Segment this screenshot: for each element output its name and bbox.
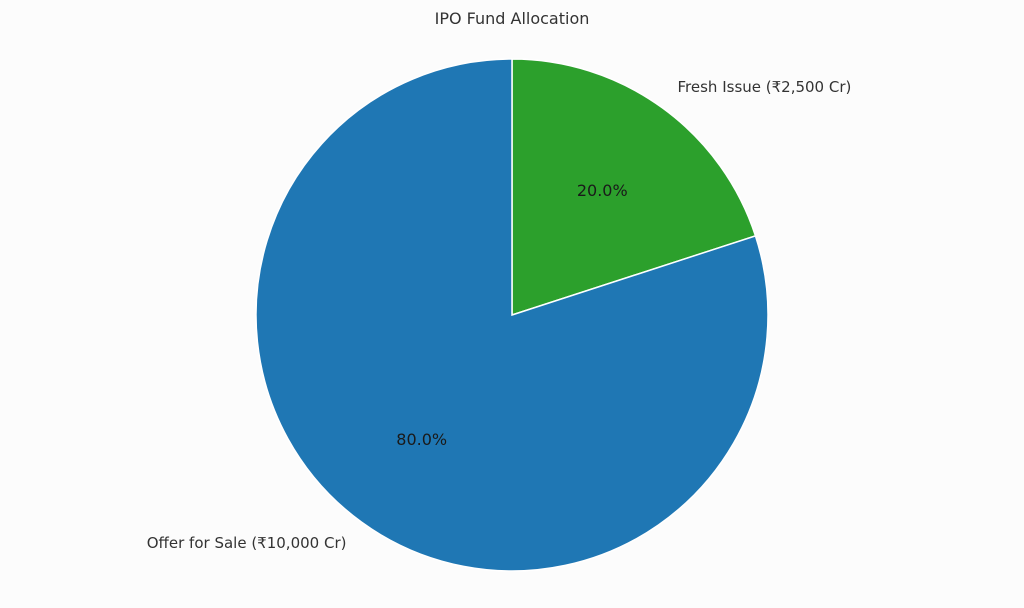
pie-percent-label-0: 20.0% xyxy=(577,181,628,200)
pie-labels: 20.0% Fresh Issue (₹2,500 Cr) 80.0% Offer f… xyxy=(147,78,852,552)
pie-percent-label-1: 80.0% xyxy=(396,430,447,449)
pie-slice-0 xyxy=(511,58,757,317)
pie-category-label-0: Fresh Issue (₹2,500 Cr) xyxy=(678,78,852,96)
chart-title: IPO Fund Allocation xyxy=(435,9,590,28)
pie-category-label-1: Offer for Sale (₹10,000 Cr) xyxy=(147,534,347,552)
pie-slice-1 xyxy=(255,58,769,572)
pie-slices xyxy=(255,58,769,572)
